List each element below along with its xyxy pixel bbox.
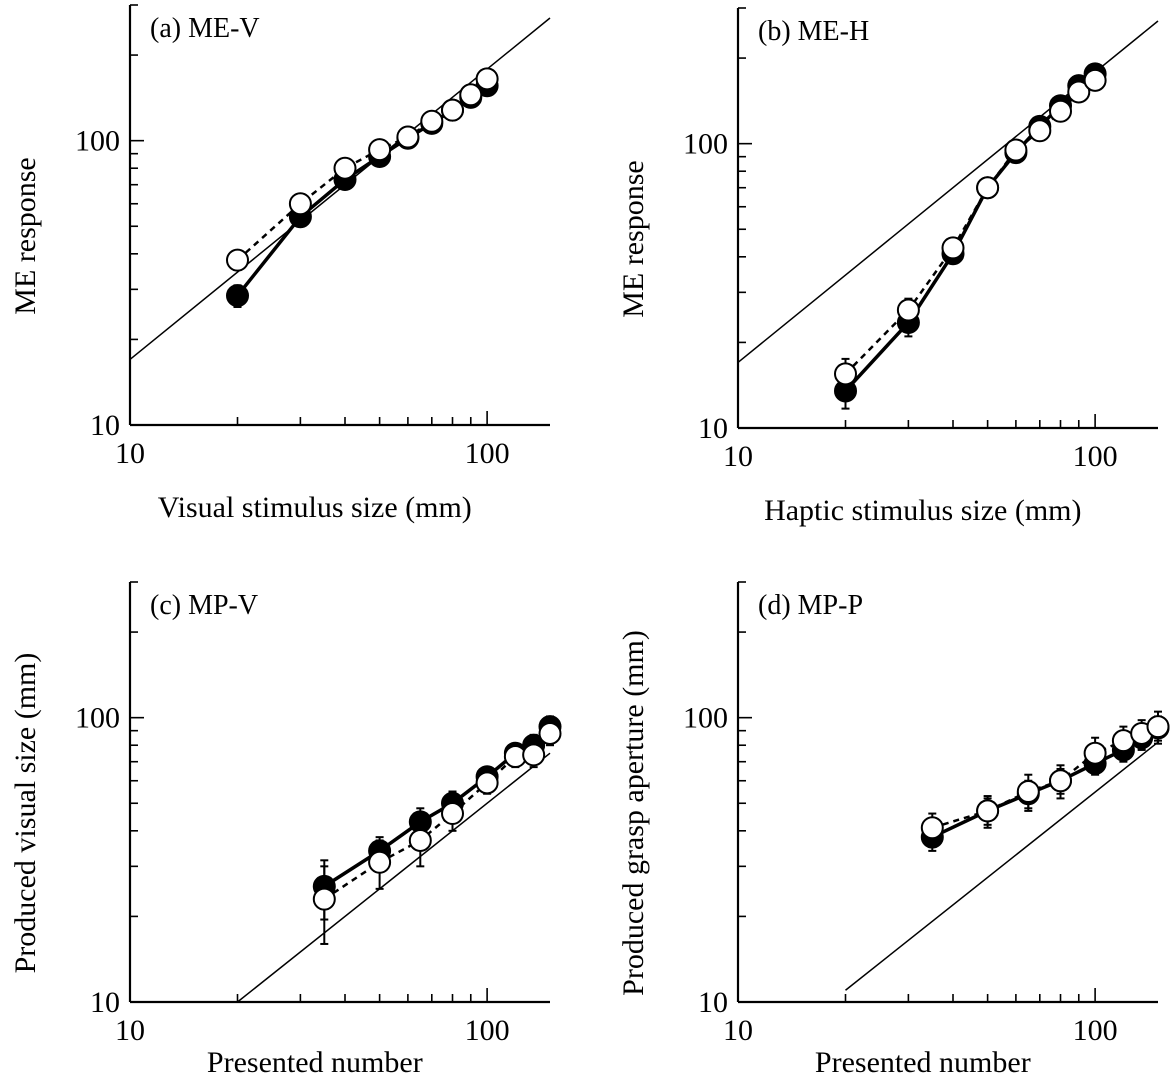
panel-title: (a) ME-V [150,13,260,44]
data-point-filled [226,284,250,308]
data-point-open [420,109,444,133]
data-point-open [441,802,465,826]
y-tick-label: 10 [698,412,728,445]
series-line-open [931,725,1159,829]
panel-title: (b) ME-H [758,16,869,47]
data-point-open [920,816,944,840]
y-tick-label: 100 [683,128,728,161]
data-point-open [1049,99,1073,123]
panel-title: (c) MP-V [150,590,258,621]
data-point-open [1028,119,1052,143]
x-axis-title: Visual stimulus size (mm) [158,491,472,524]
data-point-open [459,83,483,107]
panel-d: 10 100 10 100 Presented number Produced grasp… [617,581,1170,1079]
data-point-open [408,828,432,852]
x-tick-label: 100 [465,437,510,470]
data-point-open [333,156,357,180]
y-tick-label: 10 [90,986,120,1019]
panel-title: (d) MP-P [758,590,863,621]
data-point-open [1083,68,1107,92]
data-point-open [288,192,312,216]
x-tick-label: 10 [115,437,145,470]
x-tick-label: 10 [723,1014,753,1047]
x-axis-title: Presented number [815,1046,1031,1079]
x-tick-label: 100 [465,1014,510,1047]
data-point-open [441,98,465,122]
data-point-open [1049,769,1073,793]
data-point-open [976,799,1000,823]
x-tick-label: 10 [115,1014,145,1047]
series-line-open [844,79,1096,375]
y-axis-title: ME response [9,157,42,314]
y-tick-label: 100 [75,125,120,158]
data-point-open [1004,138,1028,162]
panel-a: 10 100 10 100 Visual stimulus size (mm) ME re… [9,4,551,524]
data-point-open [312,887,336,911]
data-point-open [368,850,392,874]
data-point-open [1016,779,1040,803]
data-point-open [941,236,965,260]
x-axis-title: Presented number [207,1046,423,1079]
y-tick-label: 100 [75,702,120,735]
data-point-open [368,138,392,162]
data-point-open [475,67,499,91]
data-point-open [1067,80,1091,104]
y-axis-title: Produced grasp aperture (mm) [617,630,650,996]
data-point-open [475,771,499,795]
panel-c: 10 100 10 100 Presented number Produced visua… [9,581,562,1079]
data-point-open [1146,715,1170,739]
x-tick-label: 100 [1073,440,1118,473]
reference-line [237,752,551,1002]
data-point-open [834,362,858,386]
y-axis-title: Produced visual size (mm) [9,653,42,974]
x-axis-title: Haptic stimulus size (mm) [764,494,1081,527]
y-tick-label: 10 [90,409,120,442]
data-point-open [522,743,546,767]
x-tick-label: 10 [723,440,753,473]
y-tick-label: 10 [698,986,728,1019]
data-point-open [1083,741,1107,765]
data-point-open [976,176,1000,200]
panel-b: 10 100 10 100 Haptic stimulus size (mm) ME re… [617,7,1159,527]
data-point-open [396,125,420,149]
y-axis-title: ME response [617,160,650,317]
data-point-open [896,298,920,322]
x-tick-label: 100 [1073,1014,1118,1047]
reference-line [845,741,1159,991]
y-tick-label: 100 [683,702,728,735]
data-point-open [226,248,250,272]
data-point-open [538,721,562,745]
